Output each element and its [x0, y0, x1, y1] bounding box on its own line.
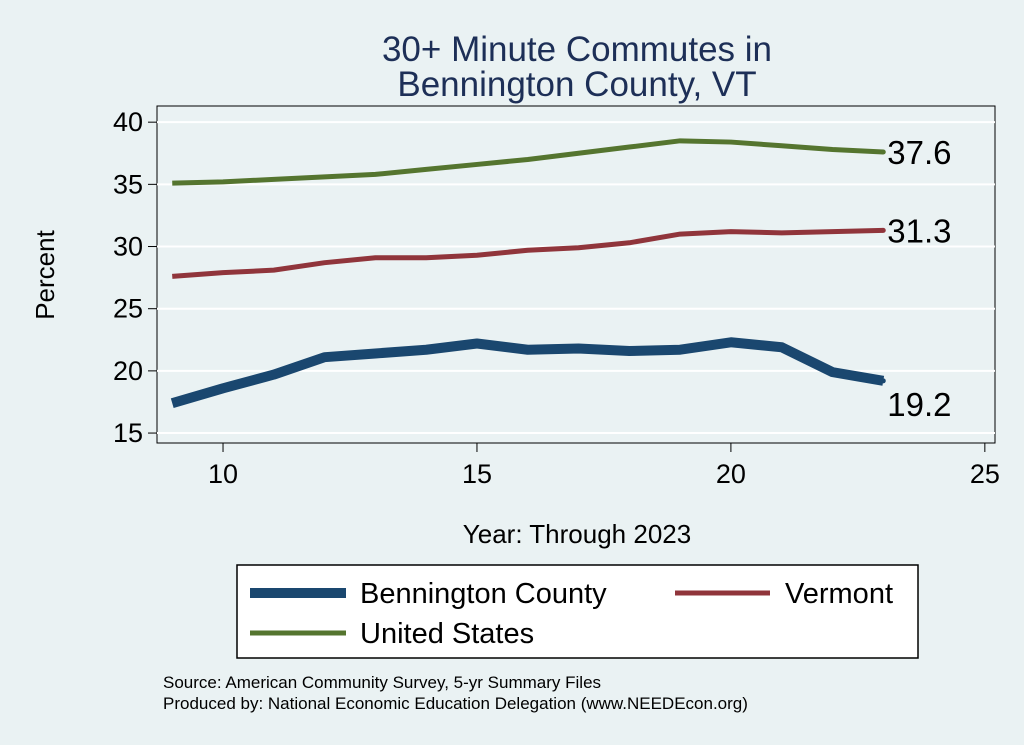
series-end-point-vermont	[880, 227, 886, 233]
y-tick-label: 30	[113, 232, 143, 262]
legend-label-united-states: United States	[360, 618, 534, 650]
y-tick-label: 40	[113, 107, 143, 137]
y-axis-title: Percent	[30, 229, 60, 319]
y-tick-label: 25	[113, 294, 143, 324]
legend-box	[236, 564, 919, 659]
series-end-point-united-states	[880, 149, 886, 155]
chart-title-line-1: 30+ Minute Commutes in	[382, 30, 772, 69]
legend: Bennington County Vermont United States	[236, 564, 919, 659]
end-labels: 19.2 31.3 37.6	[887, 134, 951, 423]
axes: 15 20 25 30 35 40 10 15 20 25	[113, 107, 1000, 489]
end-label-vermont: 31.3	[887, 212, 951, 249]
y-tick-label: 35	[113, 169, 143, 199]
producer-note: Produced by: National Economic Education…	[163, 694, 748, 713]
x-tick-label: 25	[970, 459, 1000, 489]
series-line-united-states	[172, 138, 884, 186]
x-axis-title: Year: Through 2023	[463, 519, 691, 549]
x-tick-label: 15	[462, 459, 492, 489]
end-label-bennington-county: 19.2	[887, 386, 951, 423]
source-note: Source: American Community Survey, 5-yr …	[163, 673, 601, 692]
series-end-point-bennington-county	[880, 378, 886, 384]
y-tick-label: 15	[113, 418, 143, 448]
legend-label-vermont: Vermont	[785, 578, 893, 610]
chart-title-line-2: Bennington County, VT	[397, 65, 756, 104]
legend-label-bennington-county: Bennington County	[360, 578, 607, 610]
series-line-vermont	[172, 227, 884, 279]
x-tick-label: 10	[208, 459, 238, 489]
series	[170, 138, 886, 409]
y-tick-label: 20	[113, 356, 143, 386]
end-label-united-states: 37.6	[887, 134, 951, 171]
plot-area	[156, 105, 996, 444]
series-line-bennington-county	[170, 337, 885, 409]
x-tick-label: 20	[716, 459, 746, 489]
